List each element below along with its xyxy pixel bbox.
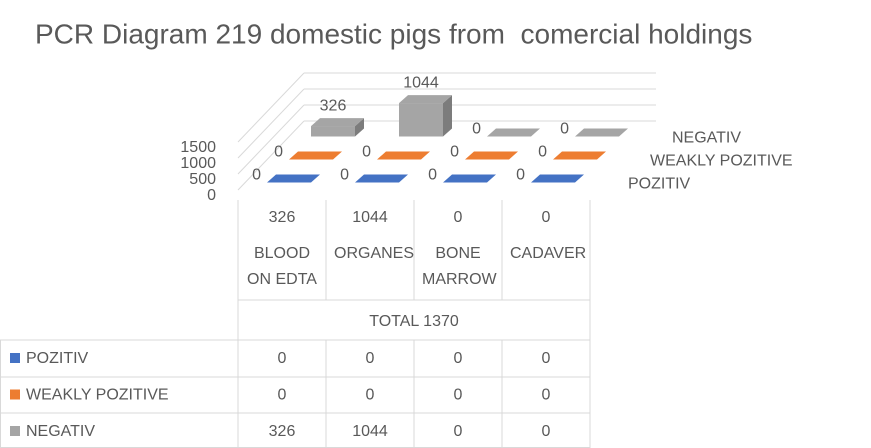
bar-top — [377, 151, 430, 160]
bar — [443, 174, 496, 183]
bar — [355, 174, 408, 183]
bar-top — [267, 174, 320, 183]
data-label: 0 — [450, 144, 459, 161]
category-label: CADAVER — [510, 245, 587, 262]
category-label: BLOOD ON EDTA — [247, 245, 317, 288]
category-label: BONE MARROW — [422, 245, 497, 288]
bar-side — [355, 118, 364, 137]
table-cell: 0 — [542, 387, 551, 404]
table-cell: 0 — [542, 350, 551, 367]
table-cell: 326 — [269, 423, 296, 440]
grid-line — [237, 88, 305, 159]
depth-axis-label: NEGATIV — [672, 130, 741, 147]
data-label: 326 — [320, 97, 347, 114]
bar-front — [399, 103, 443, 137]
table-cell: 0 — [278, 350, 287, 367]
bar — [311, 118, 364, 137]
depth-axis-label: POZITIV — [628, 176, 691, 193]
bar-top — [311, 118, 364, 127]
bar — [289, 151, 342, 160]
table-cell: 0 — [366, 387, 375, 404]
legend-key — [10, 389, 20, 400]
table-cell: 0 — [454, 387, 463, 404]
grid-line — [237, 104, 305, 175]
bar — [575, 128, 628, 137]
bar — [553, 151, 606, 160]
bar-top — [531, 174, 584, 183]
table-cell: 0 — [542, 423, 551, 440]
table-cell: 0 — [454, 350, 463, 367]
category-sum: 0 — [542, 209, 551, 226]
bar — [377, 151, 430, 160]
bar-top — [443, 174, 496, 183]
data-label: 0 — [560, 121, 569, 138]
data-label: 0 — [516, 167, 525, 184]
bar-top — [465, 151, 518, 160]
bar-top — [289, 151, 342, 160]
table-cell: 1044 — [352, 423, 388, 440]
y-tick-label: 500 — [189, 171, 216, 188]
table-cell: 0 — [454, 423, 463, 440]
bar — [399, 95, 452, 137]
legend-label: POZITIV — [26, 350, 89, 367]
data-label: 0 — [538, 144, 547, 161]
legend-label: WEAKLY POZITIVE — [26, 387, 169, 404]
legend-key — [10, 426, 20, 436]
bar-side — [443, 95, 452, 137]
grid-line — [237, 72, 305, 143]
table-cell: 0 — [366, 350, 375, 367]
bar-front — [311, 126, 355, 137]
chart-title: PCR Diagram 219 domestic pigs from comer… — [35, 18, 752, 49]
grid-line — [237, 120, 305, 191]
legend-key — [10, 353, 20, 363]
y-tick-label: 1500 — [180, 139, 216, 156]
y-tick-label: 0 — [207, 187, 216, 204]
table-cell: 0 — [278, 387, 287, 404]
category-sum: 0 — [454, 209, 463, 226]
depth-axis-label: WEAKLY POZITIVE — [650, 153, 793, 170]
legend-label: NEGATIV — [26, 423, 95, 440]
data-label: 0 — [274, 144, 283, 161]
bar — [487, 128, 540, 137]
category-group: TOTAL 1370 — [369, 313, 459, 330]
data-label: 0 — [472, 121, 481, 138]
data-label: 0 — [252, 167, 261, 184]
data-label: 0 — [428, 167, 437, 184]
data-label: 0 — [340, 167, 349, 184]
bar — [531, 174, 584, 183]
y-tick-label: 1000 — [180, 155, 216, 172]
category-sum: 326 — [269, 209, 296, 226]
bar-top — [575, 128, 628, 137]
bar-top — [553, 151, 606, 160]
bar — [267, 174, 320, 183]
category-sum: 1044 — [352, 209, 388, 226]
bar — [465, 151, 518, 160]
bar-top — [487, 128, 540, 137]
category-label: ORGANES — [334, 245, 415, 262]
bar-top — [399, 95, 452, 104]
data-label: 0 — [362, 144, 371, 161]
data-label: 1044 — [403, 74, 439, 91]
bar-top — [355, 174, 408, 183]
